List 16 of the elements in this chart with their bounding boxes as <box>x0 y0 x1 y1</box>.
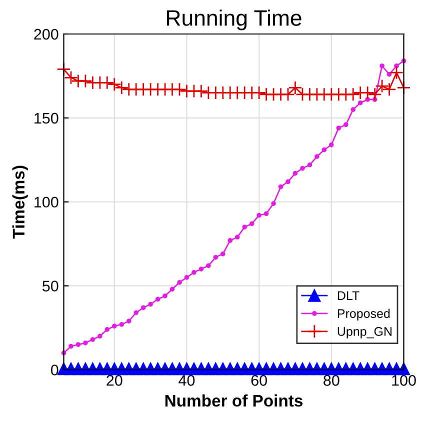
y-tick-label: 0 <box>50 364 58 376</box>
y-axis-title: Time(ms) <box>12 166 28 239</box>
x-tick-label: 100 <box>392 375 416 386</box>
x-tick-label: 80 <box>324 375 340 386</box>
y-tick-label: 200 <box>34 28 58 40</box>
x-tick-label: 40 <box>178 375 195 386</box>
x-tick-label: 60 <box>251 375 267 386</box>
legend-label: Proposed <box>338 308 390 320</box>
chart-title: Running Time <box>167 10 302 30</box>
legend-label: DLT <box>338 291 360 300</box>
legend-label: Upnp_GN <box>338 327 392 338</box>
y-tick-label: 100 <box>34 196 58 208</box>
y-tick-label: 50 <box>42 280 58 292</box>
x-tick-label: 20 <box>106 375 122 386</box>
x-axis-title: Number of Points <box>165 394 303 407</box>
y-tick-label: 150 <box>34 112 58 124</box>
